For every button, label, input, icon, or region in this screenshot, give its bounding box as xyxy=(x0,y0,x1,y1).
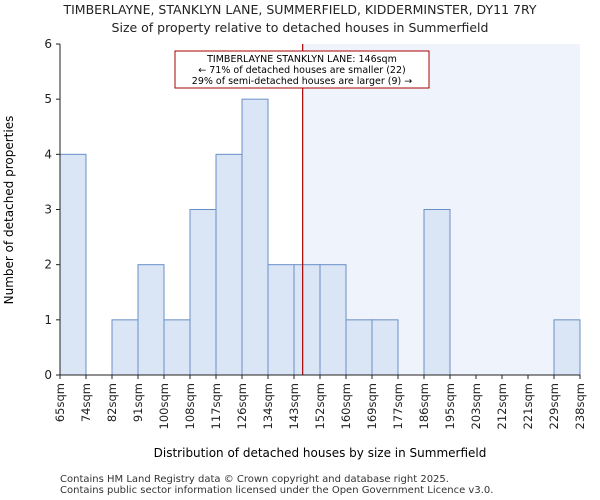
bar xyxy=(319,264,347,376)
x-tick-label: 229sqm xyxy=(547,383,561,429)
x-tick-label: 212sqm xyxy=(495,383,509,429)
bar xyxy=(59,153,87,376)
x-tick-label: 74sqm xyxy=(79,383,93,422)
x-tick-label: 186sqm xyxy=(417,383,431,429)
x-tick-label: 65sqm xyxy=(53,383,67,422)
x-tick-label: 160sqm xyxy=(339,383,353,429)
x-tick-label: 91sqm xyxy=(131,383,145,422)
y-tick-label: 2 xyxy=(44,258,52,272)
bar xyxy=(241,98,269,376)
bar xyxy=(137,264,165,376)
x-axis-label: Distribution of detached houses by size … xyxy=(154,446,487,460)
x-tick-label: 152sqm xyxy=(313,383,327,429)
bar xyxy=(267,264,295,376)
footer-line-1: Contains HM Land Registry data © Crown c… xyxy=(60,474,449,485)
footer-line-2: Contains public sector information licen… xyxy=(60,485,494,496)
x-tick-label: 221sqm xyxy=(521,383,535,429)
y-tick-label: 4 xyxy=(44,147,52,161)
y-tick-label: 3 xyxy=(44,203,52,217)
chart-subtitle: Size of property relative to detached ho… xyxy=(111,20,489,35)
annotation-line-1: TIMBERLAYNE STANKLYN LANE: 146sqm xyxy=(206,54,397,65)
y-tick-label: 1 xyxy=(44,313,52,327)
x-tick-label: 126sqm xyxy=(235,383,249,429)
annotation-line-3: 29% of semi-detached houses are larger (… xyxy=(192,76,412,87)
chart-title: TIMBERLAYNE, STANKLYN LANE, SUMMERFIELD,… xyxy=(63,2,537,17)
bar xyxy=(345,319,373,376)
y-tick-label: 5 xyxy=(44,92,52,106)
x-tick-label: 108sqm xyxy=(183,383,197,429)
x-tick-label: 82sqm xyxy=(105,383,119,422)
y-axis-label: Number of detached properties xyxy=(2,116,16,305)
y-tick-label: 0 xyxy=(44,368,52,382)
annotation-line-2: ← 71% of detached houses are smaller (22… xyxy=(198,65,405,76)
bar-chart: 0 1 2 3 4 5 6 65sqm 74sqm 82sqm 91sqm 100sqm 108sqm 1… xyxy=(2,37,587,460)
bar xyxy=(163,319,191,376)
y-tick-label: 6 xyxy=(44,37,52,51)
bar xyxy=(293,264,321,376)
x-tick-label: 143sqm xyxy=(287,383,301,429)
bar xyxy=(423,209,451,376)
bar xyxy=(189,209,217,376)
x-tick-label: 195sqm xyxy=(443,383,457,429)
x-tick-label: 177sqm xyxy=(391,383,405,429)
x-tick-label: 100sqm xyxy=(157,383,171,429)
bar xyxy=(553,319,581,376)
x-tick-label: 169sqm xyxy=(365,383,379,429)
x-tick-label: 203sqm xyxy=(469,383,483,429)
bar xyxy=(371,319,399,376)
bar xyxy=(111,319,139,376)
x-tick-label: 238sqm xyxy=(573,383,587,429)
x-tick-label: 134sqm xyxy=(261,383,275,429)
x-tick-label: 117sqm xyxy=(209,383,223,429)
bar xyxy=(215,153,243,376)
annotation-box: TIMBERLAYNE STANKLYN LANE: 146sqm ← 71% … xyxy=(174,50,430,89)
